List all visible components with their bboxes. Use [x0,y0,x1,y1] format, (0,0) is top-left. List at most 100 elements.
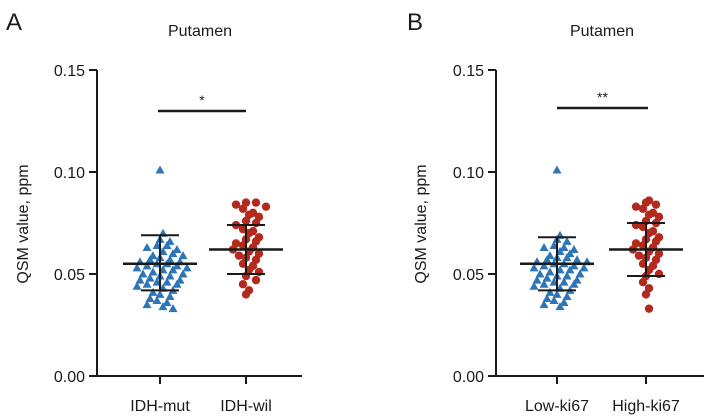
data-point-triangle [539,300,549,309]
significance-stars: * [199,92,205,108]
y-tick-label: 0.15 [453,63,484,80]
data-point-circle [251,198,261,207]
chart-title: Putamen [168,23,232,40]
y-tick-label: 0.05 [453,267,484,284]
x-tick-label: IDH-wil [220,398,272,415]
y-tick-label: 0.10 [54,165,85,182]
panel-label: A [6,9,22,36]
data-point-triangle [135,275,145,284]
data-point-triangle [142,300,152,309]
data-point-triangle [148,287,158,296]
data-point-triangle [132,263,142,272]
data-point-circle [644,304,654,313]
data-point-triangle [142,279,152,288]
data-point-triangle [142,261,152,270]
data-point-triangle [168,304,178,313]
data-point-triangle [562,291,572,300]
data-point-triangle [579,263,589,272]
data-point-triangle [142,242,152,251]
x-tick-label: High-ki67 [612,398,680,415]
data-point-triangle [162,277,172,286]
data-point-triangle [572,255,582,264]
data-point-circle [638,277,648,287]
y-tick-label: 0.00 [54,369,85,386]
data-point-triangle [529,263,539,272]
data-point-circle [231,200,241,209]
data-point-triangle [542,273,552,282]
data-point-triangle [132,281,142,290]
y-tick-label: 0.15 [54,63,85,80]
data-point-triangle [155,289,165,298]
data-point-triangle [542,293,552,302]
data-point-triangle [165,271,175,280]
y-axis-label: QSM value, ppm [15,164,32,283]
data-point-triangle [552,289,562,298]
data-point-triangle [545,287,555,296]
data-point-triangle [535,269,545,278]
data-point-triangle [569,279,579,288]
data-point-triangle [559,298,569,307]
data-point-triangle [542,255,552,264]
data-point-triangle [168,265,178,274]
data-point-triangle [545,267,555,276]
data-point-triangle [145,293,155,302]
data-point-triangle [172,245,182,254]
data-point-triangle [569,261,579,270]
data-point-triangle [168,249,178,258]
data-point-triangle [529,281,539,290]
data-point-circle [651,200,661,209]
data-point-circle [261,202,271,211]
data-point-triangle [559,242,569,251]
y-axis-label: QSM value, ppm [413,164,430,283]
significance-stars: ** [597,89,608,105]
data-point-triangle [539,261,549,270]
x-tick-label: IDH-mut [130,398,190,415]
data-point-triangle [539,242,549,251]
data-point-triangle [138,269,148,278]
data-point-triangle [155,165,165,174]
data-point-circle [251,275,261,285]
data-point-triangle [145,255,155,264]
data-point-triangle [539,279,549,288]
data-point-triangle [152,296,162,305]
data-point-triangle [532,275,542,284]
data-point-circle [634,251,644,260]
data-point-triangle [165,291,175,300]
data-point-triangle [178,269,188,278]
data-point-triangle [172,261,182,270]
x-tick-label: Low-ki67 [525,398,589,415]
data-point-triangle [172,279,182,288]
data-point-circle [238,280,248,289]
data-point-triangle [555,302,565,311]
y-tick-label: 0.00 [453,369,484,386]
data-point-circle [631,202,641,211]
data-point-circle [241,290,251,299]
data-point-triangle [162,240,172,249]
data-point-circle [641,290,651,299]
data-point-triangle [158,302,168,311]
chart-title: Putamen [570,23,634,40]
data-point-triangle [559,277,569,286]
y-tick-label: 0.10 [453,165,484,182]
data-point-triangle [148,267,158,276]
data-point-circle [638,204,648,213]
data-point-circle [238,204,248,213]
data-point-triangle [552,165,562,174]
data-point-circle [241,216,251,226]
panel-b: B Putamen QSM value, ppm 0.00 0.05 0.10 0.1… [407,9,704,415]
data-point-triangle [145,273,155,282]
data-point-triangle [182,263,192,272]
panel-label: B [407,9,423,36]
data-point-triangle [562,253,572,262]
data-point-triangle [562,271,572,280]
y-tick-label: 0.05 [54,267,85,284]
data-point-triangle [562,236,572,245]
data-point-triangle [565,265,575,274]
data-point-triangle [569,245,579,254]
data-point-circle [234,251,244,260]
data-point-triangle [162,298,172,307]
panel-a: A Putamen QSM value, ppm 0.00 0.05 0.10 0.1… [6,9,302,415]
data-point-triangle [178,251,188,260]
data-point-triangle [549,296,559,305]
